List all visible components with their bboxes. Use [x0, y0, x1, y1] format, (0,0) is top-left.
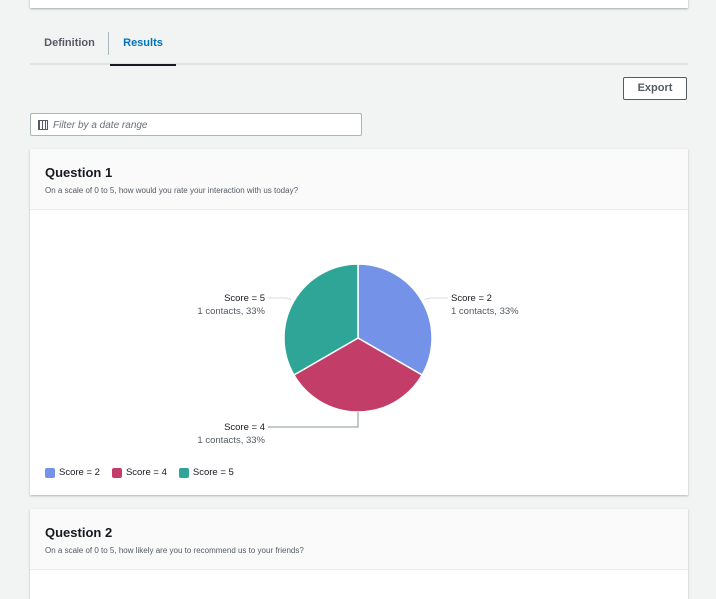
slice-value-label: 1 contacts, 33%: [451, 306, 519, 317]
question-card-1: Question 1 On a scale of 0 to 5, how wou…: [30, 149, 688, 495]
calendar-icon: [38, 120, 48, 130]
leader-line: [268, 297, 292, 300]
question-title: Question 2: [45, 525, 113, 540]
pie-slice: [283, 263, 359, 377]
legend-swatch: [45, 467, 55, 478]
leader-line: [424, 297, 448, 300]
slice-value-label: 1 contacts, 33%: [197, 435, 265, 446]
legend-label: Score = 4: [125, 467, 167, 478]
tabs: Definition Results: [30, 22, 688, 66]
legend-item[interactable]: Score = 2: [45, 467, 100, 478]
question-title: Question 1: [45, 165, 113, 180]
question-text: On a scale of 0 to 5, how likely are you…: [45, 546, 304, 555]
date-range-filter[interactable]: [30, 113, 362, 136]
slice-label: Score = 4: [224, 422, 265, 433]
slice-label: Score = 2: [451, 293, 492, 304]
top-card: [30, 0, 688, 8]
slice-label: Score = 5: [224, 293, 265, 304]
tab-results[interactable]: Results: [110, 22, 176, 66]
leader-line: [268, 412, 359, 428]
legend-item[interactable]: Score = 4: [111, 467, 167, 478]
slice-value-label: 1 contacts, 33%: [197, 306, 265, 317]
tab-divider: [108, 32, 109, 55]
pie-slice: [357, 263, 433, 377]
legend-swatch: [178, 467, 189, 478]
date-range-input[interactable]: [53, 117, 353, 133]
chart-legend: Score = 2 Score = 4 Score = 5: [45, 467, 234, 478]
export-button[interactable]: Export: [623, 77, 687, 100]
pie-chart: Score = 2 1 contacts, 33% Score = 4 1 conta…: [197, 263, 519, 446]
legend-item[interactable]: Score = 5: [178, 467, 234, 478]
legend-label: Score = 2: [59, 467, 100, 478]
question-card-2: Question 2 On a scale of 0 to 5, how lik…: [30, 509, 688, 599]
legend-label: Score = 5: [192, 467, 234, 478]
tab-definition[interactable]: Definition: [44, 37, 95, 49]
legend-swatch: [111, 467, 122, 478]
question-text: On a scale of 0 to 5, how would you rate…: [45, 186, 299, 195]
